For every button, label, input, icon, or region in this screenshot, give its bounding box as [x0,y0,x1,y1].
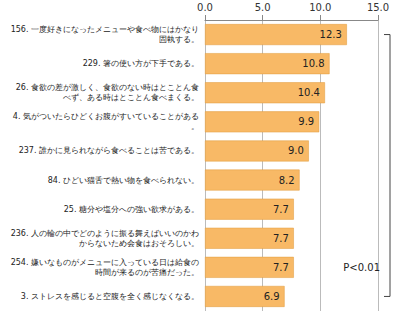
svg-text:26. 食欲の差が激しく、食欲のない時はとことん食: 26. 食欲の差が激しく、食欲のない時はとことん食 [16,83,199,92]
svg-text:9.0: 9.0 [288,145,304,156]
svg-text:0.0: 0.0 [197,2,213,13]
svg-text:P<0.01: P<0.01 [343,262,380,273]
svg-text:236. 人の輪の中でどのように振る舞えばいいのかわ: 236. 人の輪の中でどのように振る舞えばいいのかわ [11,229,199,238]
svg-text:5.0: 5.0 [255,2,271,13]
svg-text:3. ストレスを感じると空腹を全く感じなくなる。: 3. ストレスを感じると空腹を全く感じなくなる。 [21,292,199,301]
svg-text:9.9: 9.9 [298,116,314,127]
svg-text:。: 。 [191,122,199,131]
svg-text:156. 一度好きになったメニューや食べ物にはかなり: 156. 一度好きになったメニューや食べ物にはかなり [11,25,199,34]
svg-text:15.0: 15.0 [367,2,389,13]
svg-text:237. 誰かに見られながら食べることは苦である。: 237. 誰かに見られながら食べることは苦である。 [19,146,199,155]
svg-text:10.8: 10.8 [302,58,324,69]
svg-text:6.9: 6.9 [264,291,280,302]
svg-text:時間が来るのが苦痛だった。: 時間が来るのが苦痛だった。 [95,268,199,277]
svg-text:12.3: 12.3 [320,29,342,40]
svg-text:10.4: 10.4 [298,87,320,98]
svg-text:4. 気がついたらひどくお腹がすいていることがある: 4. 気がついたらひどくお腹がすいていることがある [13,112,199,121]
svg-text:254. 嫌いなものがメニューに入っている日は給食の: 254. 嫌いなものがメニューに入っている日は給食の [11,258,199,267]
svg-text:べず、ある時はとことん食べまくる。: べず、ある時はとことん食べまくる。 [63,93,199,102]
svg-text:25. 糖分や塩分への強い欲求がある。: 25. 糖分や塩分への強い欲求がある。 [64,205,199,214]
svg-text:7.7: 7.7 [273,204,289,215]
svg-text:7.7: 7.7 [273,262,289,273]
svg-text:229. 箸の使い方が下手である。: 229. 箸の使い方が下手である。 [83,59,199,68]
svg-text:84. ひどい猫舌で熱い物を食べられない。: 84. ひどい猫舌で熱い物を食べられない。 [48,176,199,185]
svg-text:10.0: 10.0 [309,2,331,13]
svg-text:8.2: 8.2 [279,175,295,186]
svg-text:からないため会食はおそろしい。: からないため会食はおそろしい。 [79,239,199,248]
svg-text:7.7: 7.7 [273,233,289,244]
svg-text:固執する。: 固執する。 [159,35,199,44]
